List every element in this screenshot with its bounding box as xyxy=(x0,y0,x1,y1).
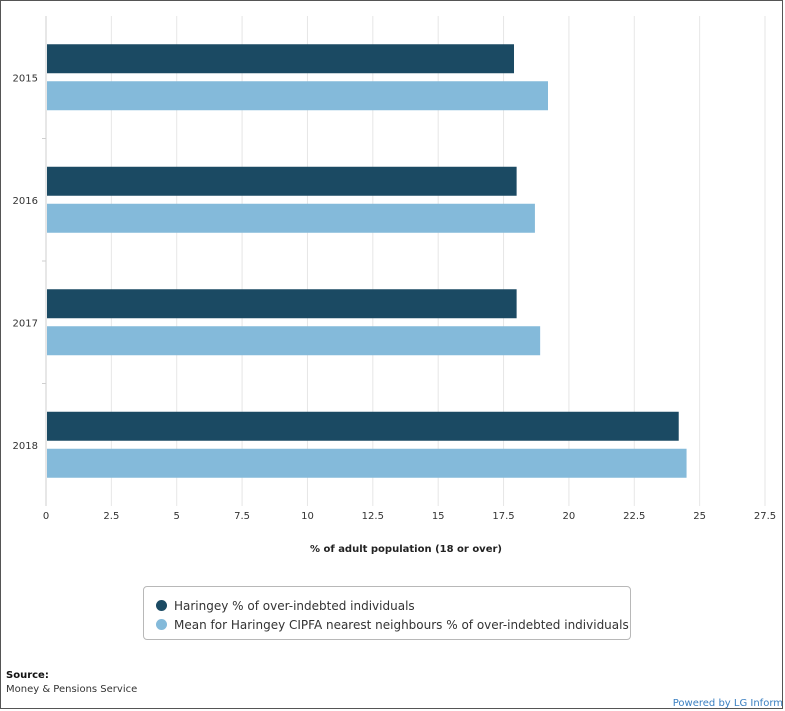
legend-swatch-neighbours-mean xyxy=(156,619,167,630)
source-title: Source: xyxy=(6,670,49,681)
x-tick-label: 10 xyxy=(301,511,314,522)
legend-item-neighbours-mean[interactable]: Mean for Haringey CIPFA nearest neighbou… xyxy=(156,615,630,634)
legend-label-haringey: Haringey % of over-indebted individuals xyxy=(174,598,415,613)
bar-2016-series-1[interactable] xyxy=(47,203,535,233)
x-tick-label: 5 xyxy=(174,511,180,522)
x-tick-label: 22.5 xyxy=(623,511,645,522)
bar-2015-series-1[interactable] xyxy=(47,81,548,111)
source-text: Money & Pensions Service xyxy=(6,684,138,695)
x-tick-label: 7.5 xyxy=(234,511,250,522)
x-tick-label: 2.5 xyxy=(103,511,119,522)
x-tick-label: 20 xyxy=(563,511,576,522)
legend-label-neighbours-mean: Mean for Haringey CIPFA nearest neighbou… xyxy=(174,617,629,632)
powered-by-link[interactable]: Powered by LG Inform xyxy=(672,698,783,709)
bar-2015-series-0[interactable] xyxy=(47,44,515,74)
x-tick-label: 17.5 xyxy=(492,511,514,522)
x-axis-label: % of adult population (18 or over) xyxy=(310,544,502,555)
x-tick-label: 25 xyxy=(693,511,706,522)
bar-2018-series-0[interactable] xyxy=(47,411,679,441)
legend: Haringey % of over-indebted individuals … xyxy=(143,586,631,640)
y-tick-label: 2018 xyxy=(13,441,38,452)
y-tick-label: 2015 xyxy=(13,73,38,84)
bar-2017-series-1[interactable] xyxy=(47,326,541,356)
y-tick-label: 2016 xyxy=(13,196,38,207)
x-tick-label: 12.5 xyxy=(362,511,384,522)
x-tick-label: 15 xyxy=(432,511,445,522)
bar-2018-series-1[interactable] xyxy=(47,448,687,478)
y-tick-label: 2017 xyxy=(13,318,38,329)
x-tick-label: 27.5 xyxy=(754,511,776,522)
bar-2017-series-0[interactable] xyxy=(47,289,517,319)
x-tick-label: 0 xyxy=(43,511,49,522)
legend-item-haringey[interactable]: Haringey % of over-indebted individuals xyxy=(156,596,630,615)
bar-2016-series-0[interactable] xyxy=(47,166,517,196)
legend-swatch-haringey xyxy=(156,600,167,611)
